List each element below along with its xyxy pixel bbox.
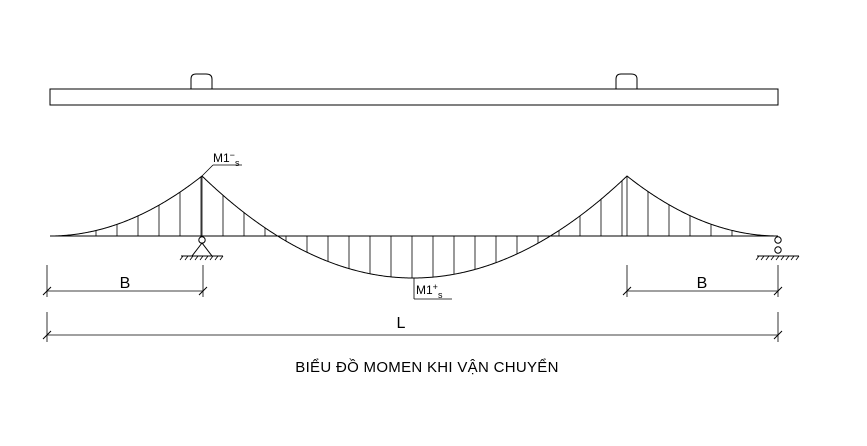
dimension-b-left: B [42, 265, 208, 297]
svg-text:M1+s: M1+s [416, 282, 443, 300]
m-neg-sub: s [235, 158, 240, 168]
m-neg-sup: − [230, 150, 235, 160]
svg-text:M1−s: M1−s [213, 150, 240, 168]
label-m-positive: M1+s [413, 278, 452, 300]
diagram-caption: BIỂU ĐỒ MOMEN KHI VẬN CHUYỂN [295, 358, 558, 376]
label-m-negative: M1−s [201, 150, 242, 177]
m-neg-main: M1 [213, 151, 230, 165]
lifting-lug-left [190, 73, 213, 89]
dim-b-left-text: B [120, 275, 131, 292]
dimension-l: L [42, 312, 783, 342]
beam-body [49, 88, 779, 106]
dim-l-text: L [397, 315, 406, 332]
moment-diagram: M1−s M1+s [50, 150, 800, 300]
dimension-b-right: B [622, 265, 783, 297]
lifting-lug-right [615, 73, 638, 89]
pin-support-left [179, 236, 224, 261]
moment-hatching [95, 176, 733, 278]
m-pos-sub: s [438, 290, 443, 300]
beam-elevation [49, 73, 779, 106]
dim-b-right-text: B [697, 275, 708, 292]
m-pos-sup: + [433, 282, 438, 292]
roller-support-right [755, 236, 800, 261]
m-pos-main: M1 [416, 283, 433, 297]
